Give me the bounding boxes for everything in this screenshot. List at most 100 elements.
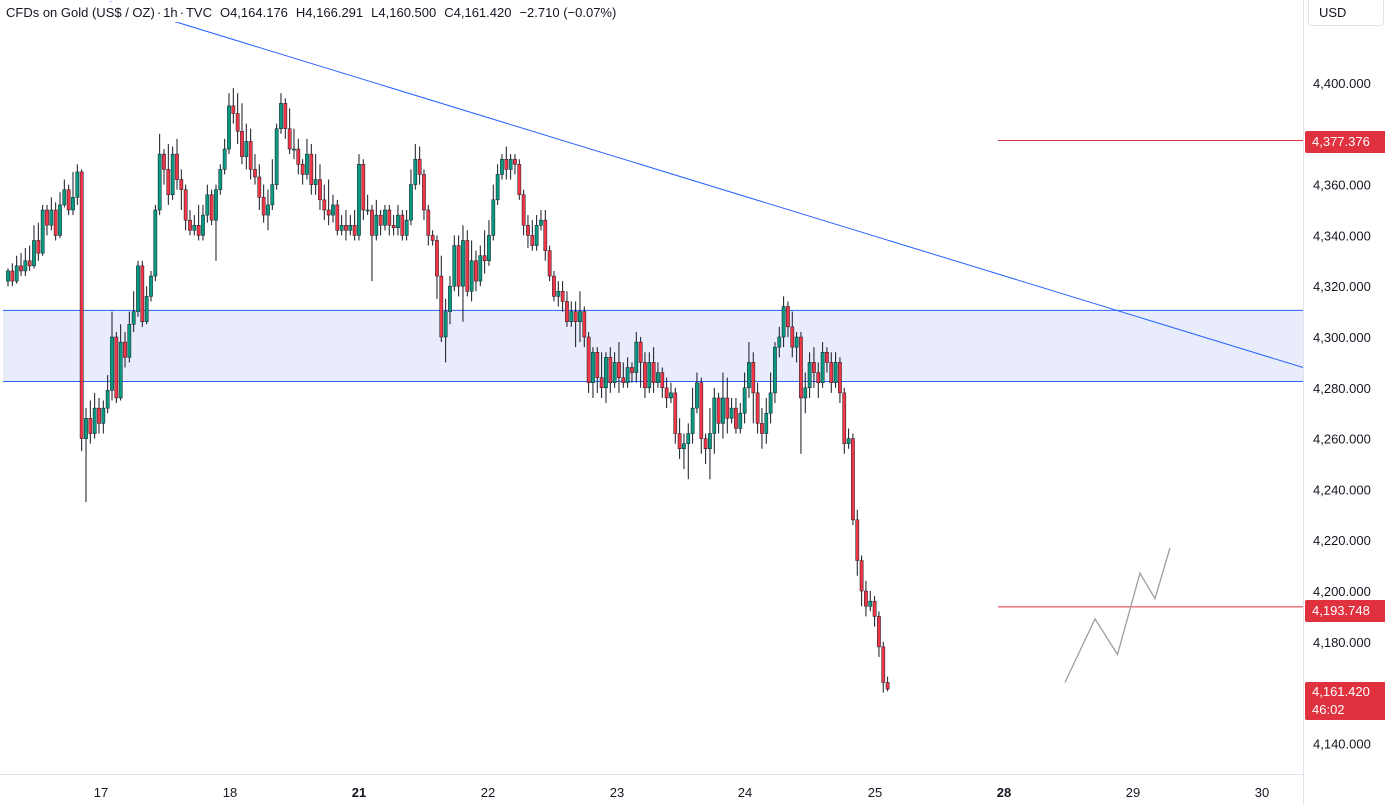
candle-down (643, 362, 647, 389)
candle-up (305, 153, 309, 175)
candle-down (417, 158, 422, 175)
resistance-trendline (109, 1, 1304, 368)
candle-up (331, 204, 335, 216)
candle-down (326, 209, 331, 216)
sep-dot: · (179, 4, 184, 20)
candle-up (448, 285, 452, 312)
candle-down (422, 174, 426, 211)
candle-down (504, 158, 509, 170)
candle-up (101, 407, 106, 424)
candle-up (357, 164, 361, 236)
candle-down (430, 235, 435, 241)
candle-down (183, 189, 188, 221)
candle-down (513, 158, 517, 165)
candle-up (773, 346, 777, 394)
interval-label[interactable]: 1h (163, 4, 178, 20)
last-price-tag: 4,161.420 46:02 (1305, 682, 1385, 720)
candle-up (868, 600, 873, 607)
candle-up (820, 351, 825, 383)
candle-up (222, 148, 227, 170)
candle-down (760, 423, 764, 434)
candle-up (495, 174, 500, 201)
candle-down (673, 392, 678, 434)
candle-up (266, 204, 270, 216)
candle-down (859, 560, 864, 592)
time-tick-label: 29 (1126, 785, 1140, 800)
candle-up (491, 199, 496, 236)
candle-up (747, 362, 751, 389)
candle-down (799, 336, 803, 399)
candle-up (591, 351, 595, 383)
candle-down (881, 646, 886, 683)
candle-up (58, 204, 62, 236)
candle-up (292, 148, 296, 151)
candle-down (699, 382, 704, 439)
candle-up (110, 336, 114, 391)
candle-down (812, 362, 816, 373)
candle-down (651, 362, 656, 383)
candle-up (469, 260, 474, 292)
candle-up (23, 260, 28, 272)
candle-up (612, 362, 617, 383)
candle-up (686, 433, 691, 444)
candle-up (569, 311, 574, 323)
price-tick-label: 4,320.000 (1313, 279, 1371, 294)
candle-up (846, 438, 851, 444)
candle-up (500, 158, 504, 175)
candle-down (287, 128, 292, 150)
candle-down (664, 387, 669, 399)
candle-up (32, 240, 36, 267)
price-tick-label: 4,200.000 (1313, 584, 1371, 599)
candle-up (6, 270, 10, 282)
candle-down (27, 260, 32, 267)
candle-down (344, 224, 348, 231)
upper-level-tag: 4,377.376 (1305, 131, 1385, 153)
candle-up (205, 194, 210, 216)
candle-down (439, 275, 444, 338)
candle-up (214, 189, 218, 221)
candle-up (75, 171, 80, 198)
candle-up (803, 387, 808, 399)
candle-down (755, 392, 760, 424)
candle-up (192, 224, 197, 231)
candle-down (543, 219, 548, 251)
candle-up (712, 397, 717, 434)
candle-up (768, 392, 773, 414)
candle-up (105, 390, 110, 409)
candle-down (608, 357, 613, 383)
candle-down (318, 179, 322, 201)
candle-down (361, 164, 366, 211)
price-tick-label: 4,400.000 (1313, 76, 1371, 91)
change-value: −2.710 (−0.07%) (519, 4, 617, 20)
symbol-name[interactable]: CFDs on Gold (US$ / OZ) (6, 4, 155, 20)
candle-up (625, 367, 630, 383)
candle-up (313, 179, 318, 185)
candle-down (426, 209, 431, 236)
currency-button[interactable]: USD (1308, 0, 1384, 26)
candle-down (66, 189, 71, 211)
candle-up (383, 209, 387, 226)
candle-up (153, 209, 158, 277)
candle-up (227, 105, 231, 150)
candle-up (534, 224, 539, 246)
candle-down (864, 590, 868, 607)
candle-down (842, 392, 847, 444)
candle-up (738, 412, 743, 429)
candle-up (348, 224, 353, 231)
close-value: C4,161.420 (444, 4, 512, 20)
candle-down (370, 209, 374, 236)
candle-down (296, 148, 301, 165)
candle-down (786, 306, 790, 328)
candle-down (10, 270, 15, 282)
candle-down (582, 311, 587, 338)
candle-up (270, 184, 275, 206)
time-tick-label: 25 (868, 785, 882, 800)
candle-down (387, 209, 392, 226)
candle-down (378, 214, 383, 226)
candle-up (807, 362, 812, 389)
candle-down (725, 397, 730, 419)
candle-up (656, 372, 660, 383)
candle-up (695, 382, 699, 409)
